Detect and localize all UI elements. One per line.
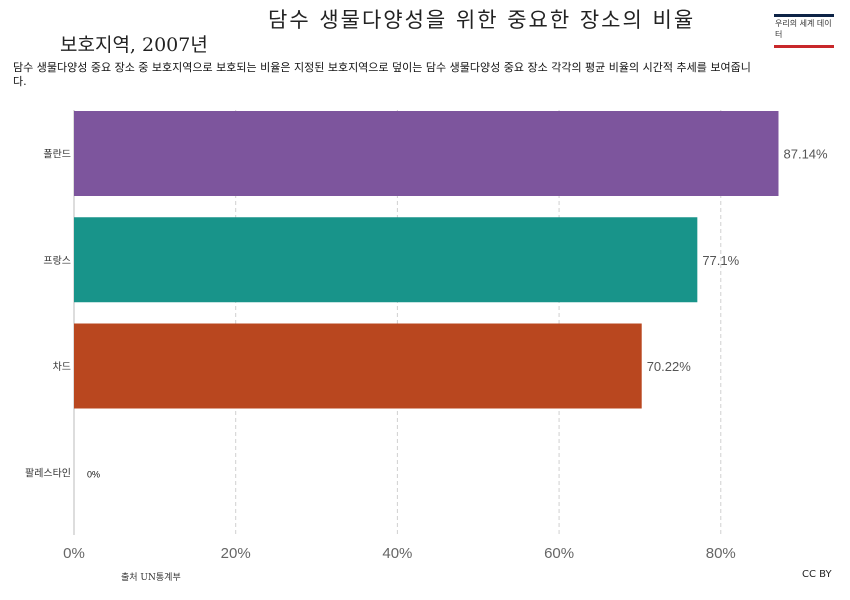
x-tick-label: 60% — [544, 545, 574, 562]
category-label: 팔레스타인 — [25, 467, 71, 479]
bars — [74, 111, 779, 409]
x-tick-label: 40% — [382, 545, 412, 562]
chart-title-secondary: 보호지역, 2007년 — [60, 34, 208, 56]
bar[interactable] — [74, 111, 779, 196]
bar[interactable] — [74, 217, 698, 303]
x-tick-label: 20% — [221, 545, 251, 562]
logo-bottom-stripe — [774, 45, 834, 48]
value-label: 77.1% — [702, 253, 739, 268]
chart-subtitle: 담수 생물다양성 중요 장소 중 보호지역으로 보호되는 비율은 지정된 보호지… — [13, 61, 751, 88]
source-note[interactable]: 출처 UN통계부 — [121, 573, 181, 583]
category-label: 차드 — [53, 361, 71, 373]
chart-title: 담수 생물다양성을 위한 중요한 장소의 비율 — [268, 8, 696, 32]
value-label: 87.14% — [784, 147, 829, 162]
logo-text: 우리의 세계 데이터 — [775, 19, 832, 39]
logo-top-stripe — [774, 14, 834, 17]
value-label: 0% — [87, 469, 100, 479]
x-tick-label: 0% — [63, 545, 85, 562]
bar[interactable] — [74, 323, 642, 409]
license-note[interactable]: CC BY — [802, 569, 832, 580]
category-label: 프랑스 — [43, 255, 71, 267]
value-label: 70.22% — [647, 359, 692, 374]
x-tick-label: 80% — [706, 545, 736, 562]
labels: 0% 20% 40% 60% 80% 폴란드 87.14% 프랑스 77.1% 차드 70.22% 팔… — [25, 147, 828, 563]
owid-logo[interactable]: 우리의 세계 데이터 — [774, 14, 834, 48]
category-label: 폴란드 — [43, 149, 71, 161]
